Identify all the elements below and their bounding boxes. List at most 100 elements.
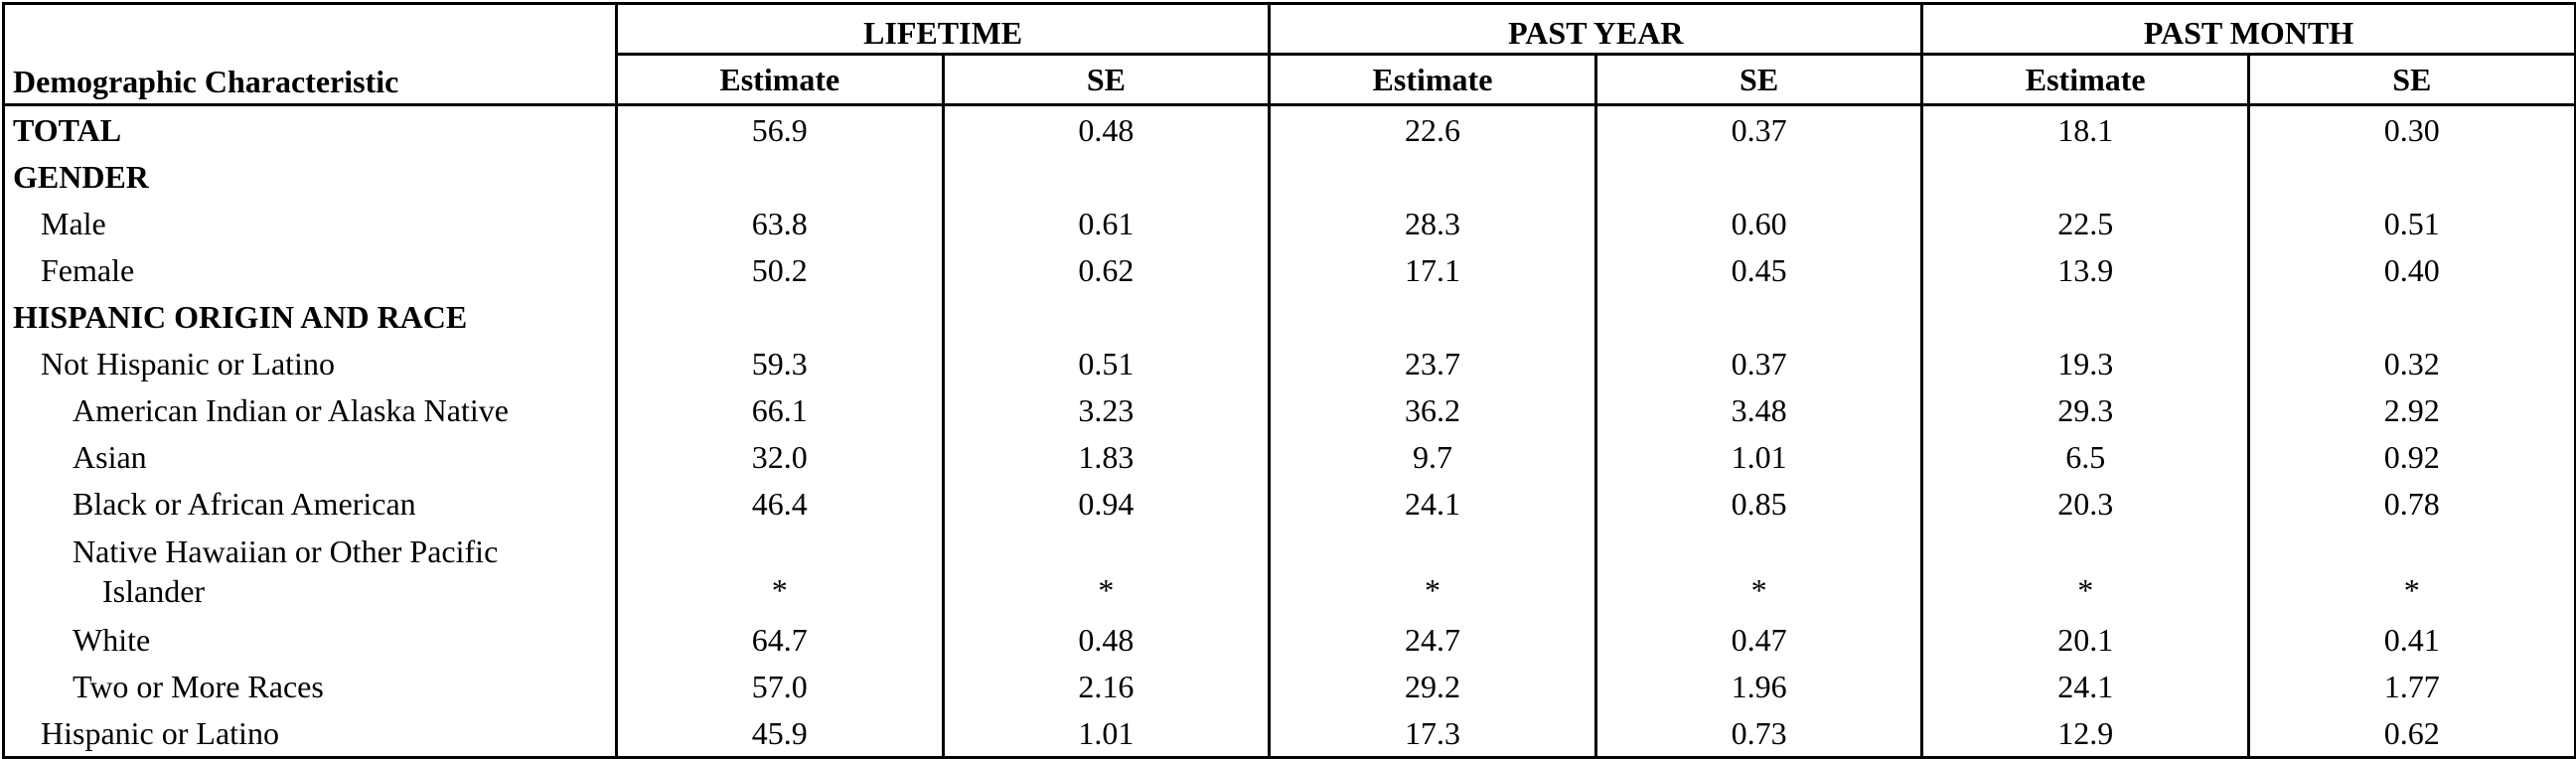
cell-value: 66.1 — [615, 386, 945, 433]
cell-value: 6.5 — [1920, 433, 2250, 480]
cell-value: 0.51 — [941, 340, 1272, 386]
subcol-header: Estimate — [1920, 54, 2250, 106]
cell-value: 2.16 — [941, 663, 1272, 709]
cell-value: 0.30 — [2246, 104, 2576, 153]
cell-value: * — [1593, 527, 1924, 616]
cell-value — [941, 153, 1272, 200]
cell-value: 12.9 — [1920, 709, 2250, 759]
subcol-header: SE — [1593, 54, 1924, 106]
cell-value: 50.2 — [615, 246, 945, 293]
cell-value: 0.92 — [2246, 433, 2576, 480]
cell-value: 0.62 — [941, 246, 1272, 293]
cell-value: 24.1 — [1920, 663, 2250, 709]
row-label: Two or More Races — [2, 663, 618, 709]
cell-value: * — [1268, 527, 1597, 616]
section-label: GENDER — [2, 153, 618, 200]
cell-value — [615, 293, 945, 340]
cell-value: 20.1 — [1920, 616, 2250, 663]
table-row: GENDER — [2, 153, 2576, 200]
label-column-header: Demographic Characteristic — [2, 2, 618, 106]
cell-value: 46.4 — [615, 480, 945, 527]
cell-value: 3.48 — [1593, 386, 1924, 433]
cell-value: 0.61 — [941, 200, 1272, 246]
cell-value — [1268, 293, 1597, 340]
cell-value: 17.1 — [1268, 246, 1597, 293]
row-label: American Indian or Alaska Native — [2, 386, 618, 433]
table-row: Native Hawaiian or Other Pacific Islande… — [2, 527, 2576, 616]
cell-value: * — [2246, 527, 2576, 616]
cell-value: 0.32 — [2246, 340, 2576, 386]
cell-value: 1.83 — [941, 433, 1272, 480]
table-row: TOTAL 56.9 0.48 22.6 0.37 18.1 0.30 — [2, 104, 2576, 153]
cell-value: 22.6 — [1268, 104, 1597, 153]
cell-value — [2246, 293, 2576, 340]
table-row: Two or More Races 57.0 2.16 29.2 1.96 24… — [2, 663, 2576, 709]
cell-value: * — [615, 527, 945, 616]
cell-value — [615, 153, 945, 200]
table-row: Not Hispanic or Latino 59.3 0.51 23.7 0.… — [2, 340, 2576, 386]
cell-value: 57.0 — [615, 663, 945, 709]
cell-value — [1593, 293, 1924, 340]
cell-value: 22.5 — [1920, 200, 2250, 246]
row-label: Not Hispanic or Latino — [2, 340, 618, 386]
table-row: Female 50.2 0.62 17.1 0.45 13.9 0.40 — [2, 246, 2576, 293]
subcol-header: SE — [2246, 54, 2576, 106]
cell-value: * — [941, 527, 1272, 616]
cell-value: 0.94 — [941, 480, 1272, 527]
row-label: TOTAL — [2, 104, 618, 153]
cell-value — [1920, 153, 2250, 200]
cell-value — [2246, 153, 2576, 200]
cell-value: 0.62 — [2246, 709, 2576, 759]
cell-value: 13.9 — [1920, 246, 2250, 293]
cell-value: 1.77 — [2246, 663, 2576, 709]
cell-value: 28.3 — [1268, 200, 1597, 246]
cell-value: 0.78 — [2246, 480, 2576, 527]
cell-value — [1920, 293, 2250, 340]
cell-value: 19.3 — [1920, 340, 2250, 386]
cell-value: 0.51 — [2246, 200, 2576, 246]
table-row: Black or African American 46.4 0.94 24.1… — [2, 480, 2576, 527]
cell-value: 2.92 — [2246, 386, 2576, 433]
row-label: Native Hawaiian or Other Pacific Islande… — [2, 527, 618, 616]
group-header-past-month: PAST MONTH — [1920, 2, 2576, 56]
cell-value — [941, 293, 1272, 340]
subcolumn-header-row: Estimate SE Estimate SE Estimate SE — [4, 54, 2576, 106]
cell-value: 18.1 — [1920, 104, 2250, 153]
cell-value: 9.7 — [1268, 433, 1597, 480]
cell-value — [1593, 153, 1924, 200]
cell-value: 17.3 — [1268, 709, 1597, 759]
table-row: White 64.7 0.48 24.7 0.47 20.1 0.41 — [2, 616, 2576, 663]
cell-value: 0.37 — [1593, 104, 1924, 153]
cell-value — [1268, 153, 1597, 200]
cell-value: 23.7 — [1268, 340, 1597, 386]
cell-value: 32.0 — [615, 433, 945, 480]
table-row: Asian 32.0 1.83 9.7 1.01 6.5 0.92 — [2, 433, 2576, 480]
cell-value: 0.37 — [1593, 340, 1924, 386]
cell-value: 64.7 — [615, 616, 945, 663]
cell-value: 0.85 — [1593, 480, 1924, 527]
row-label: Male — [2, 200, 618, 246]
cell-value: 0.48 — [941, 616, 1272, 663]
row-label: Hispanic or Latino — [2, 709, 618, 759]
section-label: HISPANIC ORIGIN AND RACE — [2, 293, 618, 340]
table-row: Male 63.8 0.61 28.3 0.60 22.5 0.51 — [2, 200, 2576, 246]
cell-value: 29.3 — [1920, 386, 2250, 433]
cell-value: 1.01 — [1593, 433, 1924, 480]
cell-value: 0.47 — [1593, 616, 1924, 663]
cell-value: 0.41 — [2246, 616, 2576, 663]
cell-value: 0.60 — [1593, 200, 1924, 246]
cell-value: 0.45 — [1593, 246, 1924, 293]
cell-value: 1.96 — [1593, 663, 1924, 709]
cell-value: 36.2 — [1268, 386, 1597, 433]
row-label-line: Islander — [102, 573, 206, 609]
cell-value: * — [1920, 527, 2250, 616]
row-label-line: Native Hawaiian or Other Pacific — [73, 533, 499, 569]
cell-value: 56.9 — [615, 104, 945, 153]
subcol-header: SE — [941, 54, 1272, 106]
row-label: White — [2, 616, 618, 663]
cell-value: 20.3 — [1920, 480, 2250, 527]
table-row: American Indian or Alaska Native 66.1 3.… — [2, 386, 2576, 433]
table-row: Hispanic or Latino 45.9 1.01 17.3 0.73 1… — [2, 709, 2576, 759]
group-header-row: Demographic Characteristic LIFETIME PAST… — [2, 2, 2576, 106]
